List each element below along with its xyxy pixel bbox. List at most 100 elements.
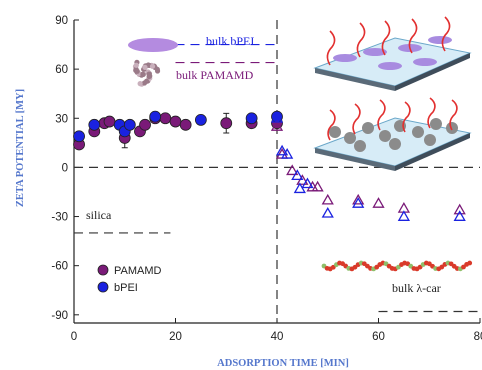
polymer-chain [441, 16, 451, 52]
data-point [245, 112, 258, 125]
particle-dot [133, 62, 139, 68]
data-marks [73, 110, 466, 221]
data-point-triangle [321, 206, 334, 218]
particle-dot [143, 78, 150, 84]
particle-dot [142, 64, 148, 71]
y-tick-label: 90 [55, 15, 68, 27]
data-point-triangle [453, 210, 466, 221]
y-tick-label: -30 [51, 212, 68, 224]
data-point-triangle [270, 120, 284, 131]
data-point-triangle [270, 111, 284, 123]
data-point [169, 115, 182, 128]
pamamd-particle-icon [132, 59, 161, 87]
y-tick-label: 30 [55, 113, 68, 125]
data-point-triangle [453, 203, 466, 215]
substrate-edge [315, 68, 395, 91]
y-axis-label: ZETA POTENTIAL [MY] [15, 89, 26, 207]
pamamd-particle [389, 138, 401, 150]
x-axis-label: ADSORPTION TIME [MIN] [217, 358, 349, 369]
pamamd-particle [354, 140, 366, 152]
legend-label-bpei: bPEI [114, 282, 138, 294]
pamamd-particle [430, 118, 442, 130]
ref-label-silica: silica [86, 208, 112, 222]
substrate-edge [315, 148, 395, 171]
x-tick-label: 40 [271, 331, 284, 343]
y-tick-label: -60 [51, 261, 68, 273]
polymer-chain [402, 101, 411, 133]
x-tick-label: 80 [474, 331, 482, 343]
data-point-triangle [352, 193, 365, 205]
data-point [73, 130, 85, 143]
pamamd-particle [344, 132, 356, 144]
data-point [88, 118, 101, 131]
illustrations [128, 16, 473, 272]
data-point-triangle [286, 164, 299, 176]
polymer-chain [381, 20, 391, 56]
pamamd-particle [329, 126, 341, 138]
data-point [123, 118, 136, 131]
legend-label-pamamd: PAMAMD [114, 265, 162, 277]
polymer-chain [377, 99, 386, 131]
ref-label-bulk-lambda-car: bulk λ-car [392, 281, 441, 295]
data-point [220, 117, 233, 130]
polymer-chain [326, 30, 336, 66]
x-tick-label: 20 [169, 331, 182, 343]
bpei-disc-icon [128, 38, 178, 52]
particle-dot [140, 71, 146, 77]
lambda-car-segment [467, 260, 473, 266]
data-point-triangle [281, 147, 294, 159]
legend-marker-pamamd [97, 264, 109, 276]
data-point-triangle [397, 210, 410, 221]
pamamd-particle [412, 126, 424, 138]
particle-dot [137, 81, 143, 87]
data-point-triangle [372, 197, 385, 208]
pamamd-particle [379, 130, 391, 142]
data-point [194, 114, 207, 126]
data-point-triangle [275, 144, 289, 156]
pamamd-particle [424, 134, 436, 146]
bpei-disc [333, 54, 357, 62]
data-point [179, 118, 192, 131]
data-point [159, 112, 172, 125]
polymer-chain [352, 103, 361, 135]
data-point-triangle [352, 197, 365, 208]
legend-marker-bpei [97, 281, 109, 293]
legend: PAMAMD bPEI [88, 258, 188, 300]
bpei-disc [413, 58, 437, 66]
reference-lines [74, 20, 480, 323]
x-tick-label: 0 [71, 331, 77, 343]
polymer-chain [356, 22, 366, 58]
particle-dot [146, 73, 152, 80]
polymer-chain [408, 18, 418, 54]
particle-dot [134, 68, 140, 74]
pamamd-particle [362, 122, 374, 134]
data-point [103, 115, 116, 128]
polymer-chain [449, 99, 458, 131]
bulk-lambda-car-illustration [321, 260, 473, 272]
bpei-disc [378, 62, 402, 70]
data-point [149, 110, 162, 123]
bpei-surface-illustration [313, 16, 472, 91]
particle-dot [154, 68, 161, 74]
pamamd-particle [446, 122, 458, 134]
y-tick-label: -90 [51, 310, 68, 322]
bpei-disc [363, 48, 387, 56]
polymer-chain [327, 109, 336, 141]
polymer-chain [427, 97, 436, 129]
x-tick-label: 60 [372, 331, 385, 343]
y-tick-label: 0 [62, 162, 68, 174]
substrate-plate [313, 37, 472, 87]
substrate-edge [395, 53, 470, 91]
particle-dot [149, 63, 156, 69]
data-point-triangle [311, 180, 324, 192]
bpei-disc [428, 36, 452, 44]
data-point [139, 118, 151, 131]
data-point-triangle [275, 147, 289, 159]
data-point-triangle [301, 177, 314, 189]
substrate-edge [395, 133, 470, 171]
ref-label-bulk-pamamd: bulk PAMAMD [176, 68, 254, 82]
data-point-triangle [291, 169, 304, 180]
ref-label-bulk-bpei: bulk bPEI [206, 34, 254, 48]
